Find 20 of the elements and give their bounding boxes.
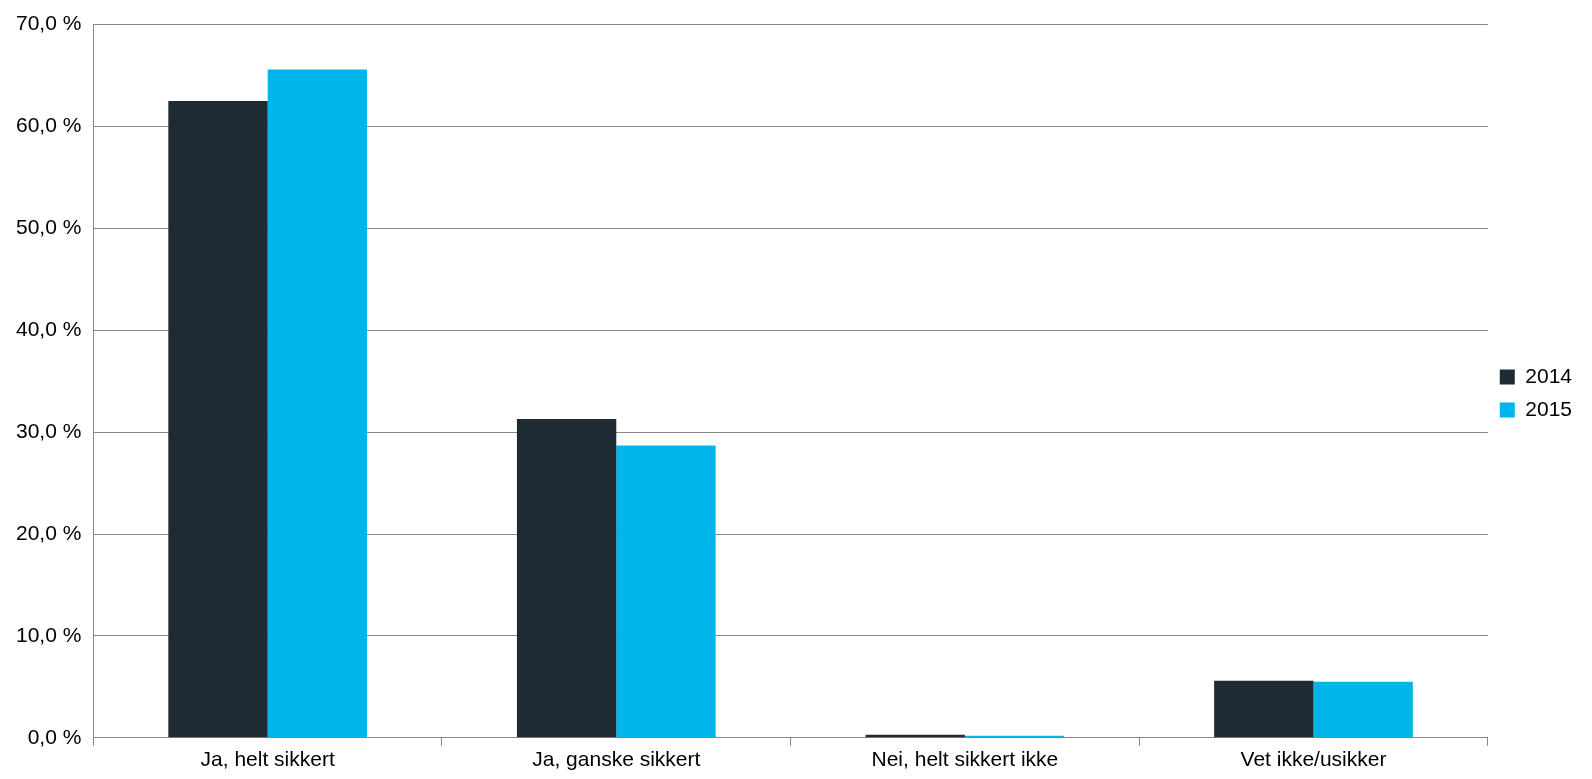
- bar: [616, 445, 716, 738]
- y-tick-label: 60,0 %: [15, 113, 82, 137]
- x-tick-label: Vet ikke/usikker: [1240, 747, 1387, 771]
- bar: [168, 101, 268, 738]
- x-tick-label: Ja, helt sikkert: [200, 747, 335, 771]
- legend-label: 2015: [1525, 396, 1572, 420]
- x-tick-label: Ja, ganske sikkert: [532, 747, 701, 771]
- y-tick-label: 20,0 %: [15, 520, 82, 544]
- y-tick-label: 70,0 %: [15, 11, 82, 35]
- y-tick-label: 40,0 %: [15, 317, 82, 341]
- bar: [1214, 680, 1314, 738]
- y-tick-label: 50,0 %: [15, 215, 82, 239]
- x-tick-label: Nei, helt sikkert ikke: [871, 747, 1059, 771]
- bar: [1313, 681, 1413, 738]
- bar: [267, 69, 368, 738]
- bar: [516, 418, 617, 738]
- y-tick-label: 0,0 %: [27, 724, 82, 748]
- y-tick-label: 10,0 %: [15, 622, 82, 646]
- legend-label: 2014: [1525, 363, 1573, 387]
- y-tick-label: 30,0 %: [15, 418, 82, 442]
